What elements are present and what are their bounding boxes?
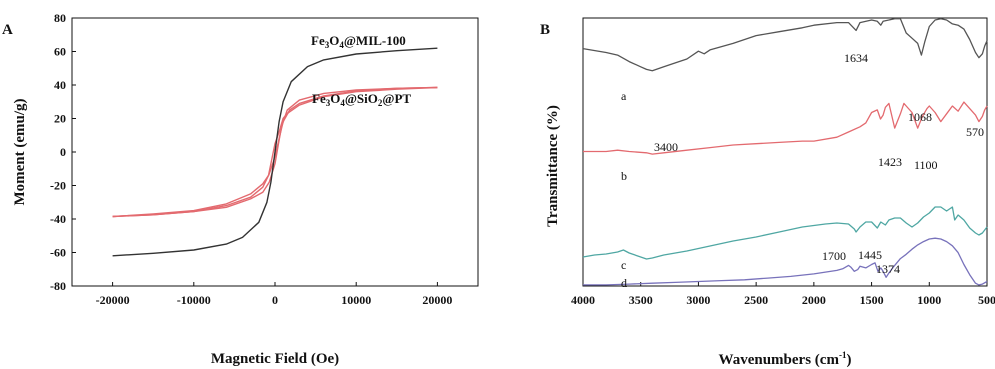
panel-b-ylabel: Transmittance (%): [545, 105, 561, 227]
peak-label-1445: 1445: [858, 248, 882, 262]
panel-b-series: [582, 18, 988, 286]
panel-a-x-tick-label: 0: [272, 293, 278, 307]
label-part: O: [329, 33, 339, 48]
panel-b: B 4000 3500 3000 2500 2000 1500 1000 500 Transm…: [540, 17, 995, 368]
panel-a-y-tick-label: -40: [50, 212, 66, 226]
panel-a-y-tick-label: 60: [54, 45, 66, 59]
panel-a-x-tick-label: 10000: [341, 293, 371, 307]
panel-b-label: B: [540, 22, 550, 38]
label-sub: 4: [339, 40, 344, 50]
label-part: @PT: [382, 91, 411, 106]
panel-b-series-b: [583, 101, 988, 155]
label-part: Fe: [312, 91, 326, 106]
peak-label-1100: 1100: [914, 158, 938, 172]
panel-b-x-tick-label: 1000: [917, 293, 941, 307]
panel-a-series-1-branch-1: [112, 86, 438, 218]
panel-b-x-tick-label: 4000: [571, 293, 595, 307]
panel-a-ylabel: Moment (emu/g): [12, 98, 28, 205]
label-part: @SiO: [345, 91, 378, 106]
panel-b-series-a: [582, 18, 988, 72]
panel-b-x-tick-label: 1500: [860, 293, 884, 307]
peak-label-1700: 1700: [822, 249, 846, 263]
label-part: O: [330, 91, 340, 106]
panel-a-x-tick-label: -10000: [177, 293, 211, 307]
label-sub: 4: [340, 98, 345, 108]
curve-label-a: a: [621, 89, 627, 103]
panel-a-label: A: [2, 22, 13, 38]
panel-a-y-tick-label: 40: [54, 78, 66, 92]
panel-a-series: [112, 47, 438, 257]
curve-label-b: b: [621, 169, 627, 183]
panel-b-xlabel: Wavenumbers (cm-1): [719, 350, 852, 368]
panel-a-x-tick-label: 20000: [422, 293, 452, 307]
panel-a-y-ticks: 80 60 40 20 0 -20 -40 -60 -80: [50, 11, 76, 293]
panel-a-y-tick-label: 80: [54, 11, 66, 25]
panel-a-y-tick-label: 0: [60, 145, 66, 159]
xlabel-part: Wavenumbers (cm: [719, 352, 840, 368]
xlabel-sup: -1: [839, 350, 847, 360]
label-sub: 3: [326, 98, 331, 108]
curve-label-c: c: [621, 258, 626, 272]
panel-a-x-ticks: -20000 -10000 0 10000 20000: [96, 282, 452, 307]
series-label-fe3o4-mil100: Fe3O4@MIL-100: [311, 33, 406, 50]
panel-a-xlabel: Magnetic Field (Oe): [211, 351, 339, 367]
peak-label-1068: 1068: [908, 110, 932, 124]
curve-label-d: d: [621, 276, 627, 290]
label-sub: 3: [325, 40, 330, 50]
label-sub: 2: [378, 98, 383, 108]
panel-a-y-tick-label: 20: [54, 112, 66, 126]
peak-label-1374: 1374: [876, 262, 900, 276]
series-label-fe3o4-sio2-pt: Fe3O4@SiO2@PT: [312, 91, 411, 108]
panel-a-y-tick-label: -60: [50, 246, 66, 260]
peak-label-570: 570: [966, 125, 984, 139]
panel-b-series-d: [583, 237, 988, 286]
panel-a-x-tick-label: -20000: [96, 293, 130, 307]
label-part: Fe: [311, 33, 325, 48]
xlabel-part: ): [846, 352, 851, 368]
peak-label-1634: 1634: [844, 51, 868, 65]
panel-b-x-tick-label: 500: [978, 293, 995, 307]
panel-b-x-tick-label: 2500: [744, 293, 768, 307]
panel-b-series-c: [582, 206, 988, 260]
panel-a: A 80 60 40 20 0 -20 -40 -60 -80 -20000 -10000 0 100…: [2, 11, 479, 367]
panel-b-x-ticks: 4000 3500 3000 2500 2000 1500 1000 500: [571, 282, 995, 307]
peak-label-3400: 3400: [654, 140, 678, 154]
panel-a-y-tick-label: -20: [50, 179, 66, 193]
panel-a-series-1-branch-0: [112, 86, 438, 218]
panel-a-series-0-branch-0: [112, 47, 438, 257]
panel-a-y-tick-label: -80: [50, 279, 66, 293]
panel-b-x-tick-label: 3500: [629, 293, 653, 307]
peak-label-1423: 1423: [878, 155, 902, 169]
panel-b-x-tick-label: 3000: [686, 293, 710, 307]
label-part: @MIL-100: [344, 33, 406, 48]
panel-b-x-tick-label: 2000: [802, 293, 826, 307]
